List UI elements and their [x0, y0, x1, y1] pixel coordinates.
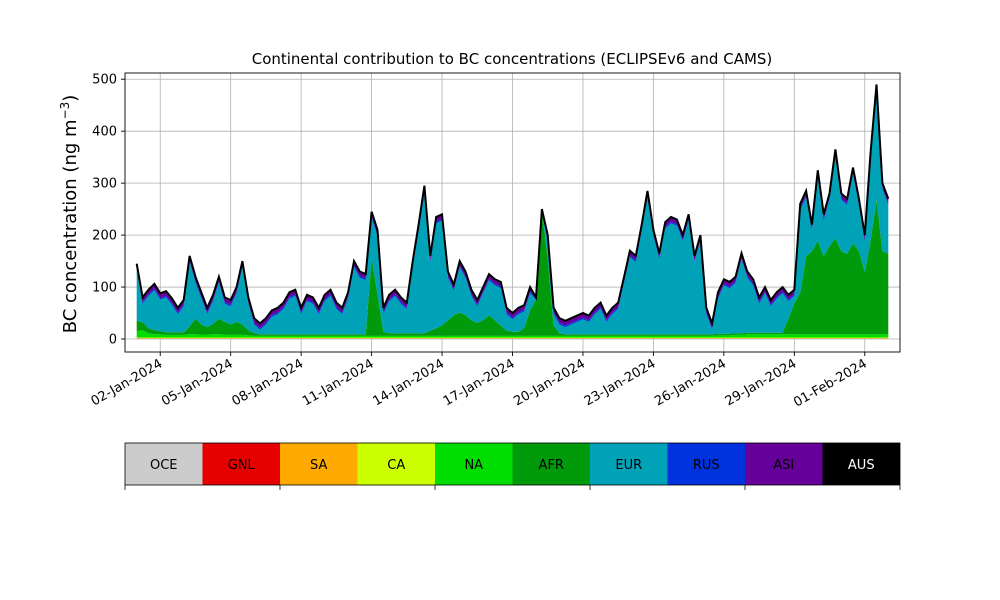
legend-label-eur: EUR	[615, 458, 642, 473]
x-tick-label: 01-Feb-2024	[791, 356, 870, 410]
legend-label-aus: AUS	[848, 458, 875, 473]
y-tick-label: 400	[92, 125, 117, 140]
legend-label-afr: AFR	[539, 458, 564, 473]
legend-swatch-aus	[822, 443, 900, 485]
legend-label-ca: CA	[387, 458, 405, 473]
legend-swatch-gnl	[202, 443, 280, 485]
legend-swatch-afr	[512, 443, 590, 485]
x-tick-label: 02-Jan-2024	[89, 356, 166, 409]
y-tick-label: 200	[92, 229, 117, 244]
legend-swatch-ca	[357, 443, 435, 485]
legend-swatch-asi	[745, 443, 823, 485]
y-tick-label: 300	[92, 177, 117, 192]
series-line-aus	[135, 84, 890, 328]
legend-label-gnl: GNL	[228, 458, 256, 473]
x-tick-label: 29-Jan-2024	[723, 356, 800, 409]
x-tick-label: 23-Jan-2024	[582, 356, 659, 409]
y-tick-label: 500	[92, 73, 117, 88]
y-tick-label: 100	[92, 281, 117, 296]
y-axis-label-exponent: −3	[58, 102, 72, 120]
x-tick-label: 14-Jan-2024	[370, 356, 447, 409]
series-area-eur	[136, 90, 889, 335]
x-tick-label: 17-Jan-2024	[441, 356, 518, 409]
legend-swatch-eur	[590, 443, 668, 485]
legend-swatch-oce	[125, 443, 203, 485]
legend-swatch-rus	[667, 443, 745, 485]
series-area-oce	[136, 338, 889, 339]
x-tick-label: 08-Jan-2024	[230, 356, 307, 409]
y-axis-label-main: BC concentration (ng m	[60, 119, 81, 333]
series-area-afr	[136, 199, 889, 336]
series-area-sa	[136, 338, 889, 339]
legend-label-na: NA	[464, 458, 483, 473]
legend-label-oce: OCE	[150, 458, 178, 473]
series-area-na	[136, 330, 889, 338]
legend: OCE GNL SA CA NA AFR EUR RUS ASI AUS	[124, 442, 901, 490]
legend-swatch-sa	[280, 443, 358, 485]
x-tick-label: 11-Jan-2024	[300, 356, 377, 409]
x-tick-label: 20-Jan-2024	[511, 356, 588, 409]
legend-label-asi: ASI	[773, 458, 794, 473]
x-tick-label: 26-Jan-2024	[652, 356, 729, 409]
y-axis-label: BC concentration (ng m−3)	[58, 95, 81, 334]
legend-label-sa: SA	[310, 458, 327, 473]
legend-label-rus: RUS	[693, 458, 720, 473]
y-tick-label: 0	[109, 333, 117, 348]
legend-swatch-na	[435, 443, 513, 485]
legend-frame	[124, 442, 901, 486]
plot-area: 0 100 200 300 400 500 02-Jan-202405-Jan-202408…	[89, 72, 901, 410]
series-area-ca	[136, 337, 889, 338]
x-tick-label: 05-Jan-2024	[159, 356, 236, 409]
y-axis-label-close: )	[60, 95, 81, 102]
chart-title: Continental contribution to BC concentra…	[252, 50, 773, 68]
